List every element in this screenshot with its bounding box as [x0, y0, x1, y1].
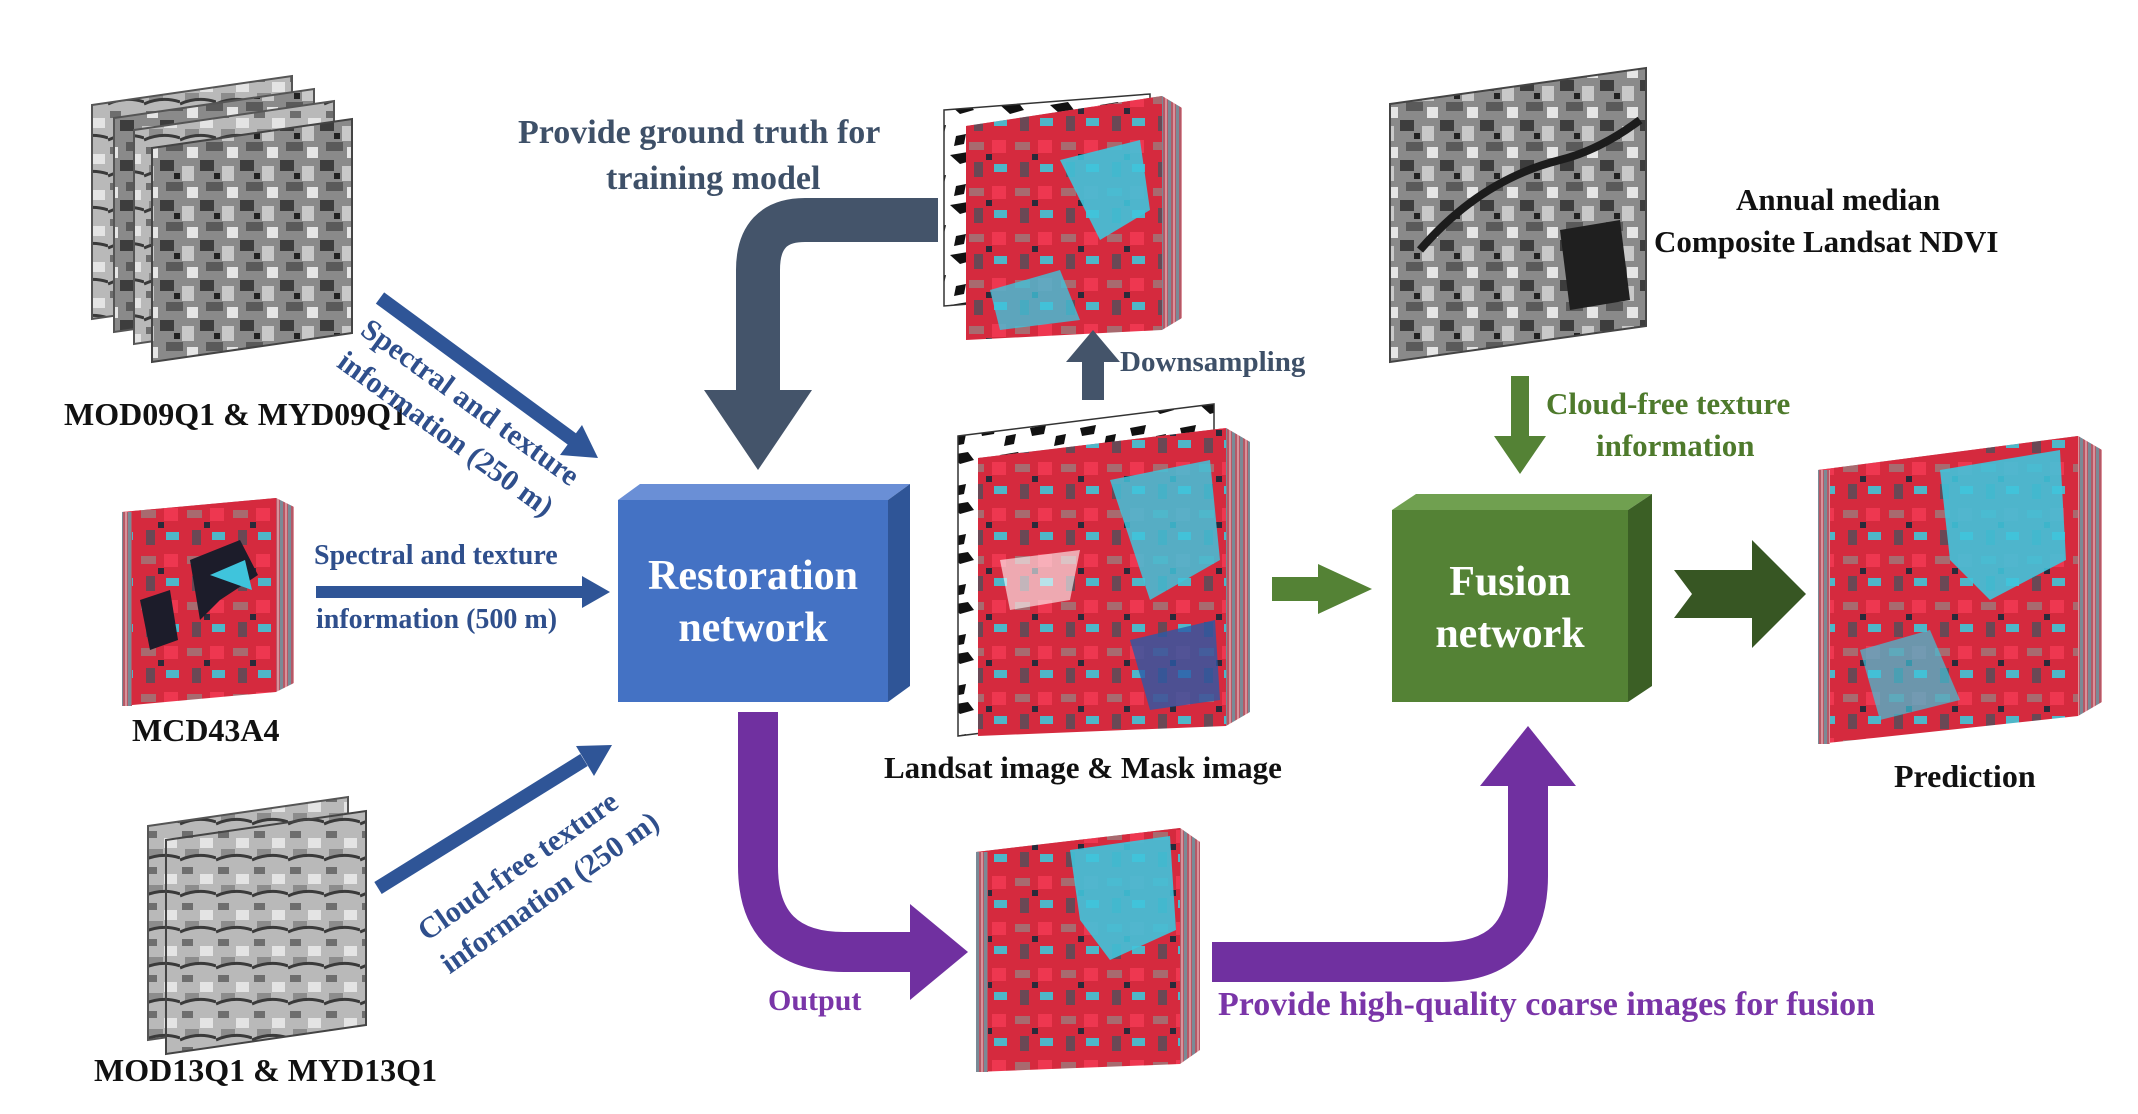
restoration-network-label: Restoration network: [618, 550, 888, 654]
label-mcd43: MCD43A4: [132, 712, 280, 748]
mod13-image-stack: [147, 795, 367, 1056]
output-image-cube: [976, 828, 1200, 1072]
label-ground-truth-line1: Provide ground truth for: [518, 114, 881, 151]
label-cloudfree-texture-line1: Cloud-free texture: [1546, 386, 1791, 421]
arrow-ndvi-to-fusion: [1494, 376, 1546, 474]
label-ndvi-line2: Composite Landsat NDVI: [1654, 224, 1999, 259]
fusion-network-label: Fusion network: [1392, 556, 1628, 660]
label-ndvi-line1: Annual median: [1736, 182, 1941, 217]
arrow-ground-truth: [704, 198, 938, 470]
label-mod13: MOD13Q1 & MYD13Q1: [94, 1052, 438, 1088]
label-spectral-texture-500-line1: Spectral and texture: [314, 540, 558, 571]
label-ground-truth-line2: training model: [606, 160, 821, 197]
arrow-restoration-output: [738, 712, 968, 1000]
fusion-network-box: [1392, 494, 1652, 702]
arrow-fusion-to-prediction: [1674, 540, 1806, 648]
label-spectral-texture-500-line2: information (500 m): [316, 604, 558, 635]
prediction-image-cube: [1818, 436, 2102, 744]
arrow-spectral-250: [375, 292, 598, 458]
ndvi-composite-image: [1389, 66, 1647, 364]
label-high-quality: Provide high-quality coarse images for f…: [1218, 986, 1876, 1023]
label-downsampling: Downsampling: [1120, 346, 1306, 378]
mcd43-image-cube: [122, 498, 294, 706]
arrow-cloudfree-250: [374, 745, 612, 894]
label-landsat-mask: Landsat image & Mask image: [884, 750, 1282, 785]
restoration-network-box: [618, 484, 910, 702]
label-output: Output: [768, 984, 862, 1017]
label-mod09: MOD09Q1 & MYD09Q1: [64, 396, 408, 432]
arrow-landsat-to-fusion: [1272, 564, 1372, 614]
landsat-mask-cube: [957, 403, 1250, 737]
arrow-spectral-500: [316, 576, 610, 608]
label-cloudfree-texture-line2: information: [1596, 428, 1755, 463]
fusion-network-label-line1: Fusion: [1449, 559, 1571, 605]
arrow-downsampling: [1066, 330, 1120, 400]
label-prediction: Prediction: [1894, 758, 2036, 794]
mod09-image-stack: [91, 74, 353, 364]
arrow-output-to-fusion: [1212, 726, 1576, 982]
downsampled-landsat-cube: [943, 93, 1182, 340]
restoration-network-label-line2: network: [678, 605, 828, 651]
fusion-network-label-line2: network: [1435, 611, 1585, 657]
restoration-network-label-line1: Restoration: [648, 553, 858, 599]
